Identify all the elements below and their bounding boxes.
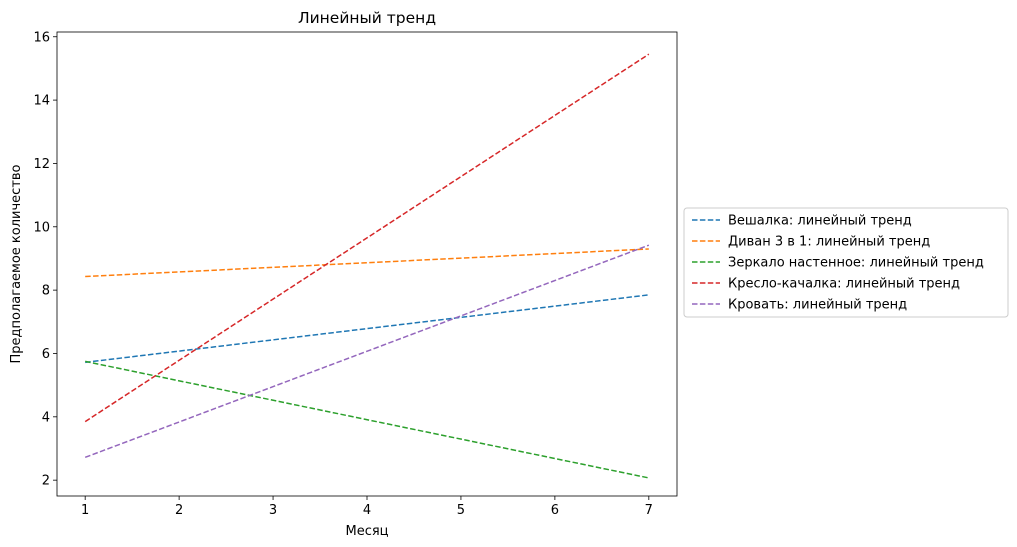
y-tick-label: 8 bbox=[42, 284, 50, 299]
x-tick-label: 3 bbox=[269, 503, 277, 518]
y-tick-label: 16 bbox=[33, 30, 50, 45]
y-tick-label: 12 bbox=[33, 157, 50, 172]
legend-entry-1: Вешалка: линейный тренд bbox=[728, 214, 912, 229]
x-tick-label: 4 bbox=[363, 503, 371, 518]
legend-entry-2: Диван 3 в 1: линейный тренд bbox=[728, 235, 930, 250]
series-line-3 bbox=[85, 360, 649, 479]
y-axis: 2 4 6 8 10 12 14 16 bbox=[33, 30, 57, 489]
chart-title: Линейный тренд bbox=[298, 9, 436, 27]
plot-lines bbox=[84, 53, 650, 479]
y-tick-label: 2 bbox=[42, 474, 50, 489]
series-line-5 bbox=[84, 244, 650, 459]
series-line-1 bbox=[85, 294, 649, 364]
x-axis: 1 2 3 4 5 6 7 bbox=[81, 496, 653, 518]
x-tick-label: 6 bbox=[551, 503, 559, 518]
x-tick-label: 7 bbox=[645, 503, 653, 518]
x-axis-label: Месяц bbox=[345, 524, 388, 539]
plot-frame bbox=[56, 31, 678, 497]
x-tick-label: 2 bbox=[175, 503, 183, 518]
y-tick-label: 4 bbox=[42, 410, 50, 425]
y-tick-label: 14 bbox=[33, 94, 50, 109]
legend-entry-3: Зеркало настенное: линейный тренд bbox=[728, 256, 984, 271]
legend-entry-5: Кровать: линейный тренд bbox=[728, 298, 907, 313]
legend-box bbox=[683, 207, 1009, 318]
x-tick-label: 1 bbox=[81, 503, 89, 518]
series-line-4 bbox=[84, 53, 650, 423]
legend: Вешалка: линейный тренд Диван 3 в 1: лине… bbox=[683, 207, 1009, 318]
y-tick-label: 10 bbox=[33, 220, 50, 235]
y-tick-label: 6 bbox=[42, 347, 50, 362]
legend-entry-4: Кресло-качалка: линейный тренд bbox=[728, 277, 960, 292]
x-tick-label: 5 bbox=[457, 503, 465, 518]
y-axis-label: Предполагаемое количество bbox=[9, 164, 24, 363]
series-line-2 bbox=[85, 248, 649, 278]
